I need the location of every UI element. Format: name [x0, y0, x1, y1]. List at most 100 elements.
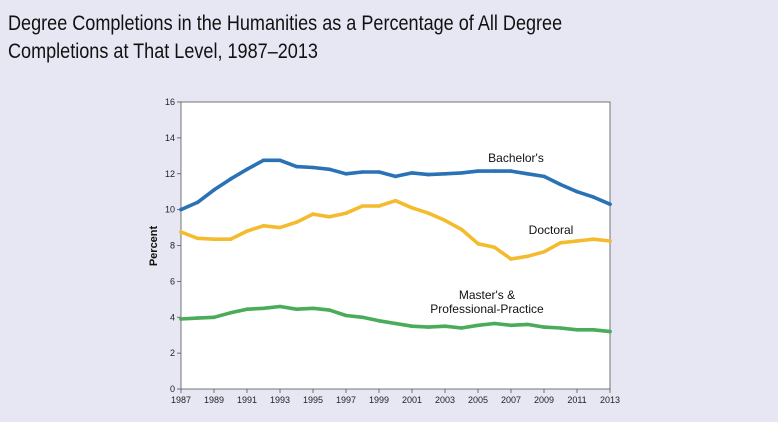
data-point-doctoral — [261, 224, 266, 228]
chart-title: Degree Completions in the Humanities as … — [8, 10, 662, 66]
data-point-bachelor-s — [393, 174, 398, 179]
data-point-master-s-professional-practice — [311, 306, 315, 311]
data-point-master-s-professional-practice — [410, 324, 414, 329]
data-point-doctoral — [509, 257, 513, 261]
data-point-master-s-professional-practice — [443, 324, 447, 329]
data-point-bachelor-s — [492, 169, 497, 173]
data-point-master-s-professional-practice — [509, 323, 513, 328]
data-point-doctoral — [245, 229, 249, 233]
data-point-master-s-professional-practice — [426, 325, 431, 329]
data-point-doctoral — [360, 204, 365, 208]
data-point-doctoral — [575, 239, 579, 243]
x-tick-label: 1989 — [204, 395, 224, 405]
data-point-master-s-professional-practice — [476, 323, 480, 328]
data-point-doctoral — [344, 211, 348, 215]
data-point-master-s-professional-practice — [228, 311, 233, 315]
data-point-doctoral — [476, 241, 480, 246]
data-point-doctoral — [377, 204, 381, 208]
data-point-master-s-professional-practice — [261, 306, 266, 311]
y-axis-label: Percent — [148, 225, 160, 266]
chart-title-line-1: Degree Completions in the Humanities as … — [8, 12, 563, 35]
x-tick-label: 2007 — [501, 395, 521, 405]
data-point-doctoral — [525, 254, 530, 259]
data-point-master-s-professional-practice — [195, 316, 200, 320]
data-point-bachelor-s — [294, 164, 299, 169]
x-axis: 1987 1989 1991 1993 1995 1997 1999 2001 2003 2005… — [171, 389, 620, 405]
data-point-master-s-professional-practice — [344, 313, 348, 318]
data-point-master-s-professional-practice — [360, 315, 365, 320]
data-point-master-s-professional-practice — [278, 304, 282, 309]
data-point-bachelor-s — [360, 170, 365, 174]
series-label-bachelor-s: Bachelor's — [488, 151, 544, 165]
x-tick-label: 1999 — [369, 395, 389, 405]
data-point-bachelor-s — [195, 200, 200, 205]
data-point-master-s-professional-practice — [179, 317, 183, 321]
y-tick-label: 8 — [170, 241, 175, 251]
series-label-doctoral: Doctoral — [529, 223, 574, 237]
data-point-doctoral — [195, 236, 200, 241]
data-point-bachelor-s — [212, 188, 216, 192]
x-tick-label: 1997 — [336, 395, 356, 405]
data-point-bachelor-s — [179, 207, 183, 212]
series-lines — [179, 158, 612, 334]
data-point-doctoral — [294, 220, 299, 224]
data-point-master-s-professional-practice — [327, 308, 332, 312]
data-point-doctoral — [443, 218, 447, 223]
data-point-bachelor-s — [261, 158, 266, 163]
data-point-bachelor-s — [426, 172, 431, 177]
data-point-master-s-professional-practice — [525, 322, 530, 327]
data-point-doctoral — [179, 230, 183, 234]
x-tick-label: 2011 — [567, 395, 586, 405]
data-point-doctoral — [492, 245, 497, 250]
data-point-master-s-professional-practice — [393, 321, 398, 326]
data-point-doctoral — [426, 211, 431, 215]
data-point-master-s-professional-practice — [294, 307, 299, 312]
data-point-doctoral — [558, 241, 563, 245]
data-point-master-s-professional-practice — [459, 326, 464, 330]
data-point-bachelor-s — [558, 182, 563, 187]
data-point-master-s-professional-practice — [575, 328, 579, 332]
data-point-bachelor-s — [410, 171, 414, 175]
data-point-master-s-professional-practice — [492, 321, 497, 326]
y-tick-label: 4 — [170, 312, 175, 322]
data-point-bachelor-s — [459, 171, 464, 175]
data-point-doctoral — [212, 237, 216, 241]
data-point-doctoral — [608, 239, 612, 243]
data-point-master-s-professional-practice — [558, 326, 563, 330]
y-tick-label: 2 — [170, 348, 175, 358]
data-point-master-s-professional-practice — [608, 329, 612, 334]
series-label-master-s-professional-practice: Master's & — [459, 288, 515, 302]
x-tick-label: 1991 — [237, 395, 257, 405]
data-point-bachelor-s — [476, 169, 480, 173]
x-tick-label: 1993 — [270, 395, 290, 405]
data-point-doctoral — [591, 237, 596, 241]
data-point-doctoral — [311, 212, 315, 216]
chart-title-line-2: Completions at That Level, 1987–2013 — [8, 40, 318, 63]
data-point-master-s-professional-practice — [212, 315, 216, 320]
data-point-doctoral — [278, 225, 282, 230]
data-point-bachelor-s — [245, 167, 249, 172]
y-tick-label: 12 — [165, 169, 175, 179]
data-point-bachelor-s — [278, 158, 282, 163]
y-tick-label: 6 — [170, 276, 175, 286]
series-label-master-s-professional-practice: Professional-Practice — [430, 302, 544, 316]
data-point-doctoral — [542, 250, 546, 254]
data-point-master-s-professional-practice — [542, 325, 546, 329]
data-point-doctoral — [393, 198, 398, 203]
data-point-bachelor-s — [525, 172, 530, 176]
data-point-bachelor-s — [575, 189, 579, 194]
series-labels: Bachelor's Doctoral Master's &Professional… — [430, 151, 573, 316]
x-tick-label: 2005 — [468, 395, 488, 405]
data-point-doctoral — [327, 215, 332, 219]
y-tick-label: 10 — [165, 205, 175, 215]
data-point-bachelor-s — [542, 174, 546, 179]
data-point-master-s-professional-practice — [377, 319, 381, 323]
x-tick-label: 2001 — [402, 395, 422, 405]
data-point-doctoral — [410, 206, 414, 210]
data-point-master-s-professional-practice — [245, 307, 249, 312]
x-tick-label: 2003 — [435, 395, 455, 405]
x-tick-label: 1995 — [303, 395, 323, 405]
plot-area — [180, 101, 611, 390]
x-tick-label: 2009 — [534, 395, 554, 405]
